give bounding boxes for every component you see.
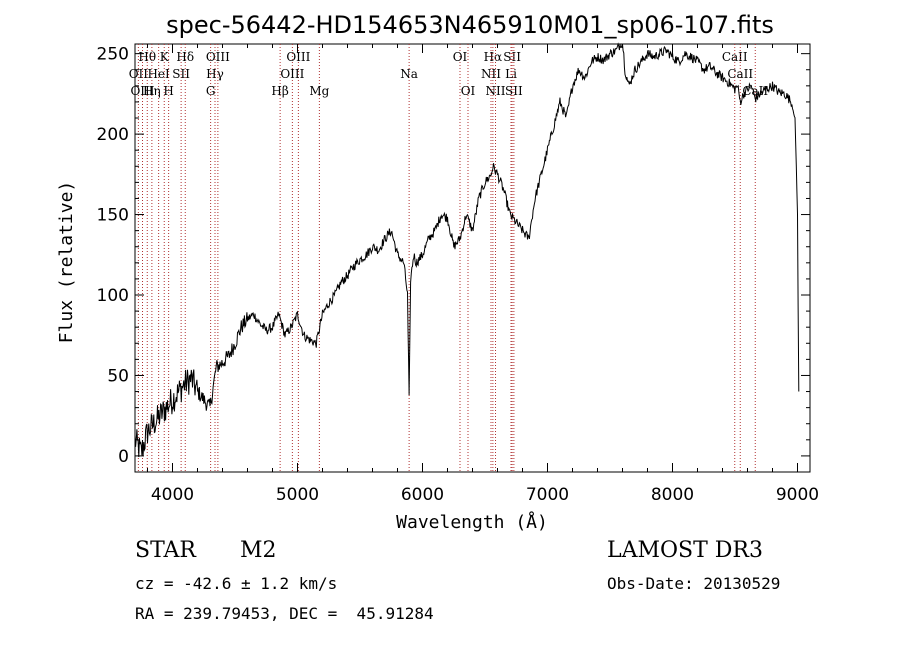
x-tick-label: 9000 — [776, 485, 819, 505]
line-marker-label: Hα — [484, 50, 503, 64]
object-class: STAR — [135, 538, 196, 563]
survey-name: LAMOST DR3 — [607, 538, 763, 563]
line-marker-label: HeI — [147, 67, 170, 81]
line-marker-label: NII — [486, 84, 506, 98]
line-marker-label: CaII — [742, 84, 768, 98]
line-marker-label: OI — [453, 50, 468, 64]
x-axis-label: Wavelength (Å) — [396, 511, 548, 533]
line-marker-label: OIII — [130, 84, 154, 98]
line-marker-label: Hθ — [138, 50, 156, 64]
coordinates: RA = 239.79453, DEC = 45.91284 — [135, 604, 434, 623]
x-axis-ticks: 4000 5000 6000 7000 8000 9000 — [147, 44, 819, 505]
line-marker-label: K — [160, 50, 170, 64]
plot-frame — [134, 43, 811, 473]
observation-date: Obs-Date: 20130529 — [607, 574, 781, 593]
y-tick-label: 250 — [97, 45, 129, 65]
line-marker-label: SII — [505, 84, 523, 98]
y-tick-label: 100 — [97, 286, 129, 306]
x-tick-label: 5000 — [276, 485, 319, 505]
line-marker-label: Hγ — [206, 67, 224, 81]
line-marker-label: Hη — [143, 84, 161, 98]
line-marker-label: H — [163, 84, 173, 98]
y-axis-label: Flux (relative) — [56, 181, 77, 344]
y-tick-label: 200 — [97, 125, 129, 145]
line-marker-label: CaII — [727, 67, 753, 81]
y-axis-ticks: 0 50 100 150 200 250 — [97, 45, 810, 467]
x-tick-label: 7000 — [526, 485, 569, 505]
line-marker-label: Mg — [309, 84, 329, 98]
y-tick-label: 50 — [107, 366, 129, 386]
line-marker-label: OIII — [206, 50, 230, 64]
x-tick-label: 6000 — [401, 485, 444, 505]
y-tick-label: 0 — [118, 447, 129, 467]
y-tick-label: 150 — [97, 206, 129, 226]
line-marker-label: CaII — [722, 50, 748, 64]
chart-title: spec-56442-HD154653N465910M01_sp06-107.f… — [166, 11, 774, 39]
line-marker-label: OIII — [280, 67, 304, 81]
line-marker-label: Na — [400, 67, 418, 81]
line-marker-label: SII — [503, 50, 521, 64]
x-tick-label: 8000 — [651, 485, 694, 505]
spectrum-line — [134, 42, 800, 458]
x-tick-label: 4000 — [151, 485, 194, 505]
line-marker-label: SII — [172, 67, 190, 81]
line-marker-label: Hβ — [271, 84, 288, 98]
line-marker-label: OI — [461, 84, 476, 98]
line-marker-label: NII — [481, 67, 501, 81]
line-marker-label: G — [206, 84, 216, 98]
object-subclass: M2 — [240, 538, 277, 563]
line-marker-label: OIII — [286, 50, 310, 64]
line-marker-label: OII — [129, 67, 149, 81]
line-marker-label: Hδ — [176, 50, 194, 64]
line-marker-label: Li — [505, 67, 517, 81]
redshift-value: cz = -42.6 ± 1.2 km/s — [135, 574, 338, 593]
